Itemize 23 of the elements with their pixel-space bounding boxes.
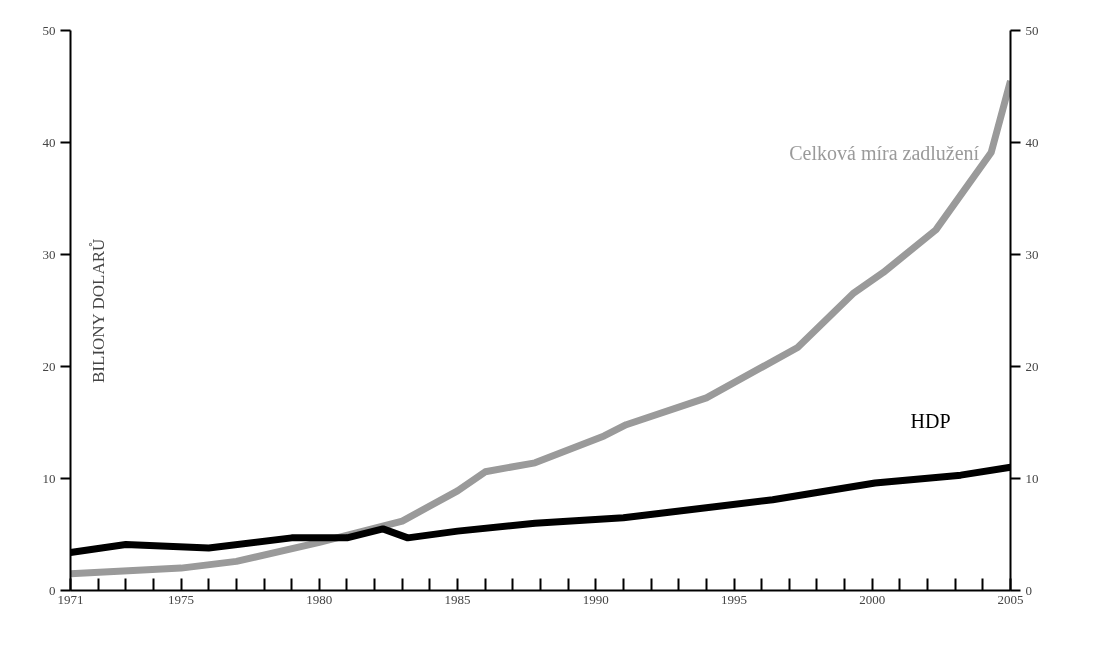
y-tick-label: 20 [42,358,56,374]
y2-tick-label: 40 [1025,134,1039,150]
x-tick-label: 2000 [859,591,886,607]
y2-tick-label: 30 [1025,246,1039,262]
series-label: Celková míra zadlužení [789,141,980,164]
x-tick-label: 1995 [721,591,748,607]
x-tick-label: 1975 [168,591,195,607]
x-tick-label: 1980 [306,591,333,607]
x-tick-label: 1971 [57,591,84,607]
y-axis-title: BILIONY DOLARŮ [89,238,109,383]
text: HDP [910,410,951,433]
x-tick-label: 1985 [444,591,471,607]
y2-tick-label: 50 [1025,22,1039,38]
y-tick-label: 0 [49,582,56,598]
x-tick-label: 2005 [997,591,1024,607]
y-tick-label: 50 [42,22,56,38]
y-tick-label: 10 [42,470,56,486]
x-tick-label: 1990 [582,591,609,607]
y2-tick-label: 0 [1025,582,1032,598]
y-tick-label: 40 [42,134,56,150]
y2-tick-label: 20 [1025,358,1039,374]
y2-tick-label: 10 [1025,470,1039,486]
y-tick-label: 30 [42,246,56,262]
